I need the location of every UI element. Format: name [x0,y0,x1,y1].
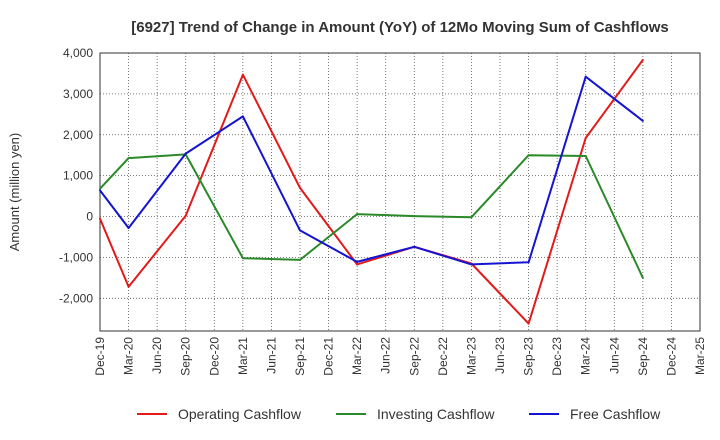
data-point [356,263,359,266]
x-tick-label: Sep-23 [522,337,536,376]
data-point [584,137,587,140]
x-tick-label: Dec-20 [207,337,221,376]
data-point [641,276,644,279]
chart-title: [6927] Trend of Change in Amount (YoY) o… [131,19,669,36]
x-tick-label: Dec-22 [436,337,450,376]
data-point [584,75,587,78]
data-point [641,58,644,61]
x-tick-label: Mar-20 [122,337,136,375]
y-tick-label: 0 [86,210,93,224]
x-tick-label: Jun-23 [493,337,507,374]
data-point [584,155,587,158]
x-tick-label: Dec-23 [550,337,564,376]
x-tick-label: Jun-21 [264,337,278,374]
gridlines [100,53,700,331]
x-tick-label: Jun-20 [150,337,164,374]
x-tick-label: Mar-22 [350,337,364,375]
y-tick-label: 3,000 [63,87,93,101]
x-tick-label: Sep-24 [636,337,650,376]
data-point [641,119,644,122]
data-point [241,115,244,118]
data-point [184,214,187,217]
legend-label: Investing Cashflow [377,406,495,422]
y-tick-label: -1,000 [59,250,93,264]
data-point [127,285,130,288]
data-point [299,258,301,261]
data-point [470,216,473,219]
x-tick-label: Dec-21 [322,337,336,376]
data-point [527,261,530,264]
y-tick-label: -2,000 [59,291,93,305]
data-point [527,322,530,325]
x-tick-label: Mar-21 [236,337,250,375]
y-axis-ticks: -2,000 -1,000 0 1,000 2,000 3,000 4,000 [59,46,93,305]
x-tick-label: Mar-25 [693,337,707,375]
x-tick-label: Sep-21 [293,337,307,376]
data-point [127,226,130,229]
y-tick-label: 4,000 [63,46,93,60]
y-axis-label: Amount (million yen) [7,133,22,252]
x-tick-label: Mar-24 [579,337,593,375]
data-point [356,213,359,216]
x-tick-label: Jun-24 [607,337,621,374]
data-point [241,73,244,76]
x-tick-label: Sep-20 [179,337,193,376]
y-tick-label: 1,000 [63,169,93,183]
data-point [299,229,301,232]
data-point [241,257,244,260]
legend-label: Operating Cashflow [178,406,302,422]
data-point [184,152,187,155]
x-tick-label: Sep-22 [407,337,421,376]
x-tick-label: Dec-24 [664,337,678,376]
series-line-operating-cashflow [99,59,644,325]
data-point [527,154,530,157]
data-point [470,263,473,266]
data-point [99,217,101,220]
data-point [99,187,101,190]
y-tick-label: 2,000 [63,128,93,142]
x-axis-ticks: Dec-19 Mar-20 Jun-20 Sep-20 Dec-20 Mar-21 Jun-… [93,337,707,376]
x-tick-label: Jun-22 [379,337,393,374]
data-point [413,215,416,218]
legend: Operating Cashflow Investing Cashflow Free… [137,406,661,422]
data-point [127,157,130,160]
x-tick-label: Dec-19 [93,337,107,376]
series-lines [99,58,644,325]
legend-label: Free Cashflow [570,406,661,422]
data-point [99,189,101,192]
data-point [356,260,359,263]
x-tick-label: Mar-23 [464,337,478,375]
series-line-free-cashflow [99,75,644,266]
data-point [299,186,301,189]
data-point [413,245,416,248]
